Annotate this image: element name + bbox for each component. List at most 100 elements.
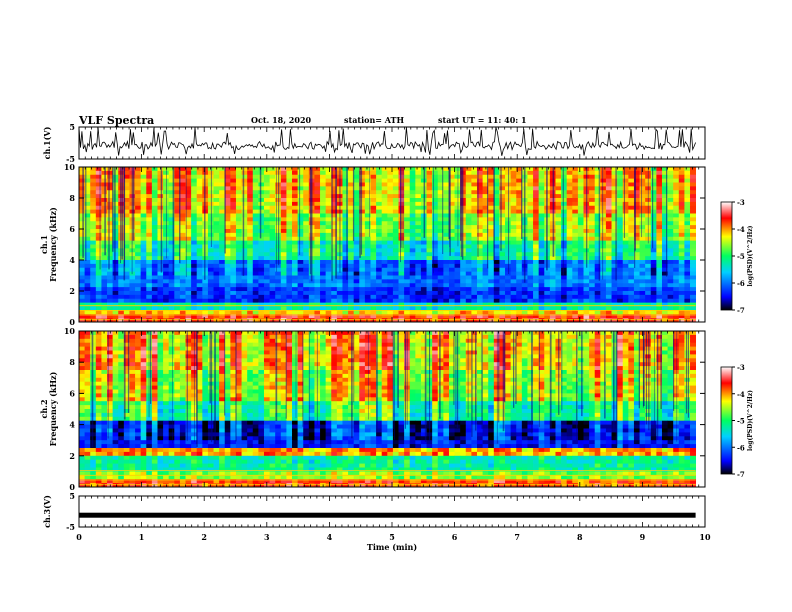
spectrogram-cell xyxy=(213,298,220,304)
spectrogram-cell xyxy=(151,232,158,238)
spectrogram-cell xyxy=(314,252,321,257)
spectrogram-cell xyxy=(600,334,607,340)
spectrogram-cell xyxy=(320,190,327,195)
spectrogram-cell xyxy=(650,213,657,218)
spectrogram-cell xyxy=(420,263,427,269)
spectrogram-cell xyxy=(589,236,596,242)
spectrogram-cell xyxy=(533,291,540,296)
spectrogram-cell xyxy=(661,213,668,218)
spectrogram-cell xyxy=(213,198,220,203)
spectrogram-cell xyxy=(667,201,674,207)
spectrogram-cell xyxy=(331,267,338,273)
spectrogram-cell xyxy=(353,205,360,211)
spectrogram-cell xyxy=(303,174,310,180)
spectrogram-cell xyxy=(437,279,444,284)
spectrogram-streak xyxy=(615,167,617,281)
spectrogram-streak xyxy=(112,167,114,252)
spectrogram-streak xyxy=(346,167,348,280)
spectrogram-cell xyxy=(471,221,478,226)
spectrogram-cell xyxy=(684,275,691,280)
spectrogram-cell xyxy=(656,240,663,245)
spectrogram-cell xyxy=(241,232,248,238)
spectrogram-cell xyxy=(241,236,248,242)
spectrogram-cell xyxy=(263,221,270,226)
spectrogram-cell xyxy=(269,260,276,265)
spectrogram-cell xyxy=(656,342,663,347)
spectrogram-cell xyxy=(101,334,108,340)
spectrogram-cell xyxy=(168,190,175,195)
spectrogram-cell xyxy=(297,244,304,249)
spectrogram-cell xyxy=(196,260,203,265)
spectrogram-cell xyxy=(163,236,170,242)
spectrogram-cell xyxy=(353,342,360,347)
spectrogram-cell xyxy=(163,182,170,187)
spectrogram-cell xyxy=(342,194,349,199)
spectrogram-cell xyxy=(505,178,512,183)
spectrogram-cell xyxy=(230,201,237,207)
spectrogram-cell xyxy=(381,291,388,296)
spectrogram-cell xyxy=(673,182,680,187)
spectrogram-cell xyxy=(179,232,186,238)
spectrogram-cell xyxy=(583,287,590,292)
spectrogram-cell xyxy=(376,283,383,288)
spectrogram-cell xyxy=(174,221,181,226)
spectrogram-cell xyxy=(342,263,349,269)
spectrogram-cell xyxy=(639,306,646,311)
spectrogram-cell xyxy=(561,209,568,214)
spectrogram-cell xyxy=(622,244,629,249)
spectrogram-cell xyxy=(348,194,355,199)
spectrogram-cell xyxy=(415,209,422,214)
spectrogram-cell xyxy=(303,283,310,288)
spectrogram-cell xyxy=(247,283,254,288)
spectrogram-cell xyxy=(404,182,411,187)
spectrogram-cell xyxy=(381,338,388,344)
spectrogram-cell xyxy=(219,248,226,253)
spectrogram-cell xyxy=(230,221,237,226)
spectrogram-cell xyxy=(224,209,231,214)
spectrogram-cell xyxy=(342,213,349,218)
spectrogram-cell xyxy=(493,170,500,176)
spectrogram-cell xyxy=(555,182,562,187)
spectrogram-cell xyxy=(292,298,299,304)
spectrogram-cell xyxy=(359,213,366,218)
spectrogram-cell xyxy=(314,302,321,307)
spectrogram-cell xyxy=(572,221,579,226)
spectrogram-cell xyxy=(432,190,439,195)
spectrogram-cell xyxy=(185,294,192,300)
spectrogram-cell xyxy=(207,260,214,265)
spectrogram-cell xyxy=(605,221,612,226)
spectrogram-cell xyxy=(538,283,545,288)
spectrogram-cell xyxy=(673,167,680,172)
spectrogram-cell xyxy=(628,209,635,214)
spectrogram-cell xyxy=(258,248,265,253)
spectrogram-cell xyxy=(269,342,276,347)
spectrogram-cell xyxy=(387,217,394,222)
spectrogram-cell xyxy=(168,318,175,323)
spectrogram-cell xyxy=(241,201,248,207)
spectrogram-cell xyxy=(533,229,540,234)
spectrogram-cell xyxy=(342,260,349,265)
spectrogram-cell xyxy=(224,302,231,307)
spectrogram-cell xyxy=(645,294,652,300)
spectrogram-cell xyxy=(577,240,584,245)
spectrogram-cell xyxy=(633,225,640,230)
spectrogram-cell xyxy=(185,182,192,187)
spectrogram-streak xyxy=(460,167,463,257)
spectrogram-cell xyxy=(611,170,618,176)
spectrogram-cell xyxy=(628,174,635,180)
spectrogram-cell xyxy=(235,275,242,280)
spectrogram-cell xyxy=(527,331,534,336)
spectrogram-cell xyxy=(320,275,327,280)
spectrogram-cell xyxy=(538,190,545,195)
spectrogram-cell xyxy=(146,302,153,307)
spectrogram-cell xyxy=(600,182,607,187)
spectrogram-cell xyxy=(617,232,624,238)
spectrogram-cell xyxy=(84,331,91,336)
spectrogram-cell xyxy=(179,346,186,351)
spectrogram-cell xyxy=(460,260,467,265)
spectrogram-cell xyxy=(583,331,590,336)
spectrogram-cell xyxy=(123,310,130,315)
spectrogram-cell xyxy=(303,263,310,269)
spectrogram-cell xyxy=(353,213,360,218)
spectrogram-cell xyxy=(185,170,192,176)
